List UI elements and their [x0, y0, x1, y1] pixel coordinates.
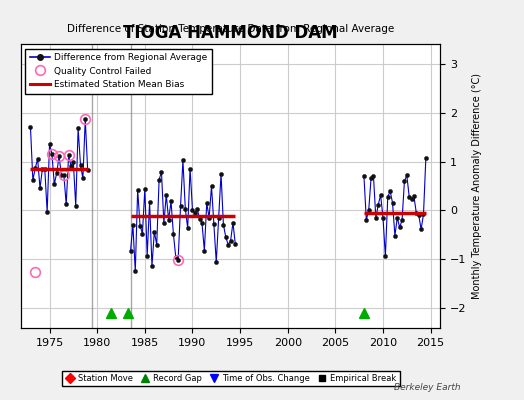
- Title: TIOGA HAMMOND DAM: TIOGA HAMMOND DAM: [123, 24, 338, 42]
- Text: Berkeley Earth: Berkeley Earth: [395, 383, 461, 392]
- Legend: Station Move, Record Gap, Time of Obs. Change, Empirical Break: Station Move, Record Gap, Time of Obs. C…: [61, 371, 400, 386]
- Text: Difference of Station Temperature Data from Regional Average: Difference of Station Temperature Data f…: [67, 24, 394, 34]
- Y-axis label: Monthly Temperature Anomaly Difference (°C): Monthly Temperature Anomaly Difference (…: [472, 73, 482, 299]
